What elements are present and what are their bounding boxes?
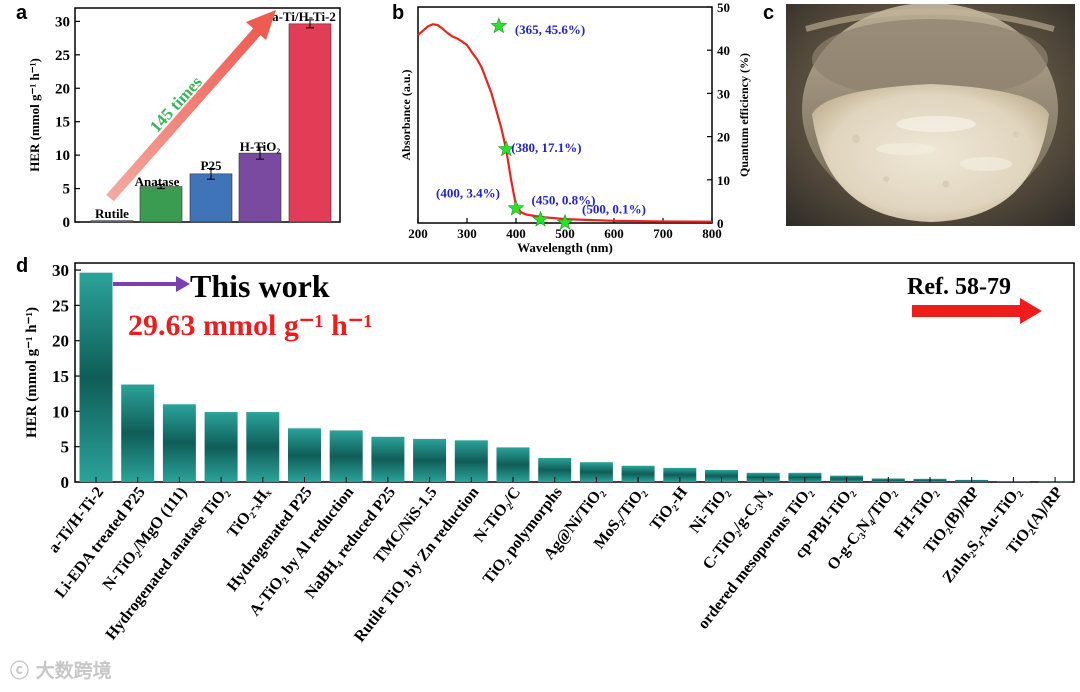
x-axis-label-b: Wavelength (nm) [517, 240, 613, 255]
qe-point-b [497, 140, 515, 157]
y-tick-label-a: 25 [55, 48, 70, 64]
panel-letter-d: d [16, 255, 29, 277]
y-tick-label-right-b: 50 [717, 0, 730, 15]
y-tick-label-right-b: 30 [717, 86, 730, 101]
panel-letter-b: b [392, 2, 405, 24]
y-tick-label-a: 10 [55, 148, 70, 164]
qe-point-b [532, 210, 549, 227]
bar-a [238, 152, 282, 223]
bar-a [139, 186, 183, 223]
x-tick-label-b: 300 [457, 226, 477, 241]
panel-letter-c: c [763, 2, 775, 24]
qe-point-b [507, 199, 525, 216]
x-tick-label-b: 500 [555, 226, 575, 241]
x-tick-label-b: 400 [506, 226, 526, 241]
x-tick-label-b: 200 [408, 226, 428, 241]
ref-arrowhead-d [1020, 298, 1042, 324]
y-tick-label-right-b: 10 [717, 173, 730, 188]
qe-point-b [556, 213, 574, 230]
y-tick-label-d: 5 [61, 438, 70, 457]
y-tick-label-a: 30 [55, 14, 70, 30]
bar-label-a: Anatase [135, 174, 180, 189]
y-tick-label-a: 20 [55, 81, 70, 97]
bar-d [329, 430, 363, 482]
watermark-text: ⓒ 大数跨境 [10, 660, 112, 682]
qe-point-b [490, 17, 508, 34]
bar-d [496, 447, 530, 482]
bar-d [288, 428, 321, 482]
y-tick-label-d: 30 [52, 261, 69, 280]
y-tick-label-d: 25 [52, 296, 69, 315]
bar-d [579, 462, 613, 482]
bar-label-a: H-TiO₂ [240, 139, 281, 154]
y-tick-label-d: 10 [52, 402, 69, 421]
bar-d [705, 469, 738, 482]
bar-d [204, 412, 238, 482]
y-axis-label-d: HER (mmol g⁻¹ h⁻¹) [24, 307, 40, 438]
bar-d [663, 467, 697, 482]
this-work-value-d: 29.63 mmol g⁻¹ h⁻¹ [128, 309, 373, 342]
y-tick-label-a: 15 [55, 115, 70, 131]
sample-photo [786, 4, 1075, 226]
bar-d [121, 384, 155, 482]
y-tick-label-right-b: 40 [717, 43, 730, 58]
qe-point-label-b: (450, 0.8%) [532, 193, 596, 208]
y-tick-label-d: 15 [52, 367, 69, 386]
bar-d [79, 272, 113, 482]
y-tick-label-a: 5 [63, 182, 71, 198]
y-axis-label-right-b: Quantum efficiency (%) [737, 53, 751, 177]
this-work-label-d: This work [190, 268, 330, 304]
bar-a [189, 173, 233, 223]
bar-d [162, 404, 196, 482]
ref-label-d: Ref. 58-79 [907, 274, 1011, 300]
x-tick-label-d: TiO₂-H [647, 484, 691, 534]
x-tick-label-b: 700 [653, 226, 673, 241]
bar-d [246, 412, 280, 482]
bar-label-a: P25 [201, 158, 222, 173]
growth-arrowhead-a [246, 10, 276, 40]
bar-d [454, 440, 488, 482]
panel-letter-a: a [16, 2, 28, 24]
bar-d [413, 438, 447, 482]
y-tick-label-d: 0 [61, 473, 70, 492]
y-tick-label-right-b: 0 [717, 216, 724, 231]
qe-point-label-b: (500, 0.1%) [582, 202, 646, 217]
qe-point-label-b: (380, 17.1%) [511, 140, 581, 155]
y-tick-label-a: 0 [63, 215, 71, 231]
bar-d [621, 465, 655, 482]
this-work-arrowhead-d [176, 276, 190, 292]
growth-arrow-a [106, 22, 266, 202]
x-tick-label-b: 800 [702, 226, 722, 241]
ref-arrow-d [912, 305, 1024, 317]
qe-point-label-b: (400, 3.4%) [436, 185, 500, 200]
bar-d [371, 436, 405, 482]
plot-frame-d [74, 262, 1075, 483]
y-tick-label-right-b: 20 [717, 130, 730, 145]
y-axis-label-left-b: Absorbance (a.u.) [399, 69, 413, 160]
bar-label-a: Rutile [95, 206, 129, 221]
y-tick-label-d: 20 [52, 332, 69, 351]
absorbance-curve-b [417, 23, 713, 223]
bar-a [90, 220, 134, 223]
y-axis-label-a: HER (mmol g⁻¹ h⁻¹) [27, 58, 42, 172]
qe-point-label-b: (365, 45.6%) [515, 22, 585, 37]
x-tick-label-b: 600 [604, 226, 624, 241]
bar-label-a: a-Ti/H-Ti-2 [272, 9, 336, 24]
